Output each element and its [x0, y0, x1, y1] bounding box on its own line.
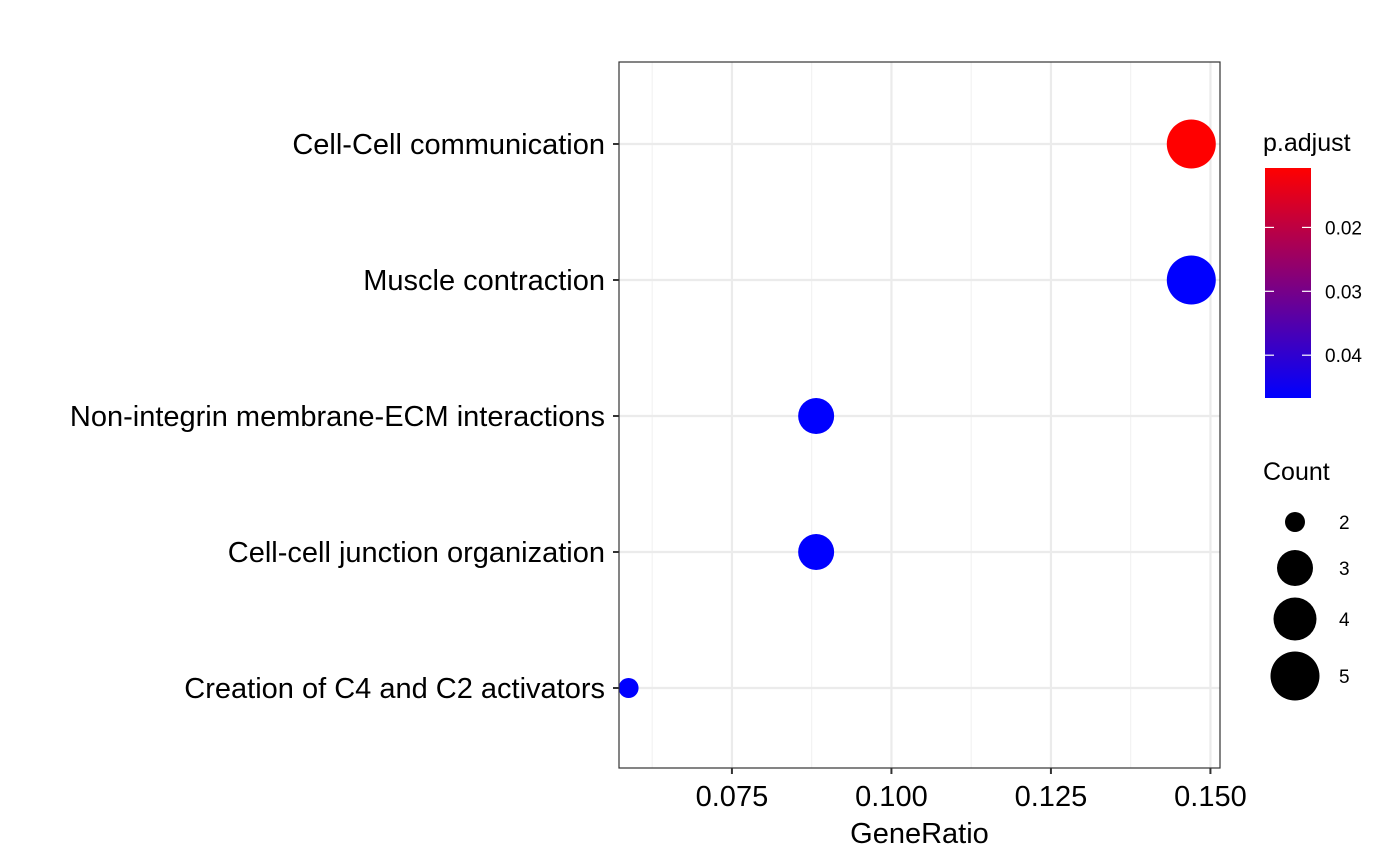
- data-point: [1166, 255, 1216, 305]
- color-bar-ticks: 0.02 0.03 0.04: [1265, 218, 1362, 367]
- data-points: [618, 119, 1216, 698]
- y-axis: Cell-Cell communication Muscle contractio…: [70, 129, 619, 705]
- data-point: [1166, 119, 1216, 169]
- x-axis: 0.075 0.100 0.125 0.150: [696, 768, 1247, 813]
- x-tick-label: 0.125: [1015, 781, 1088, 813]
- major-gridlines: [619, 62, 1220, 768]
- size-legend-label: 2: [1339, 513, 1350, 534]
- color-bar-tick-label: 0.02: [1325, 218, 1362, 239]
- size-legend: Count 2 3 4 5: [1263, 458, 1350, 701]
- size-legend-key: [1270, 651, 1320, 701]
- color-bar-tick-label: 0.03: [1325, 282, 1362, 303]
- size-legend-label: 5: [1339, 667, 1350, 688]
- data-point: [798, 398, 835, 434]
- size-legend-key: [1273, 597, 1317, 641]
- color-bar-tick-label: 0.04: [1325, 346, 1362, 367]
- data-point: [798, 534, 835, 570]
- x-axis-title: GeneRatio: [850, 818, 989, 850]
- x-tick-label: 0.150: [1174, 781, 1247, 813]
- y-tick-label: Muscle contraction: [363, 265, 605, 297]
- size-legend-keys: 2 3 4 5: [1270, 512, 1350, 701]
- data-point: [618, 678, 639, 698]
- size-legend-key: [1277, 550, 1313, 586]
- color-legend: p.adjust 0.02 0.03 0.04: [1263, 129, 1362, 398]
- y-tick-label: Non-integrin membrane-ECM interactions: [70, 401, 605, 433]
- color-legend-title: p.adjust: [1263, 129, 1351, 157]
- size-legend-label: 3: [1339, 559, 1350, 580]
- y-tick-label: Cell-Cell communication: [292, 129, 605, 161]
- x-tick-label: 0.075: [696, 781, 769, 813]
- size-legend-title: Count: [1263, 458, 1330, 486]
- y-tick-label: Creation of C4 and C2 activators: [184, 673, 605, 705]
- color-bar: [1265, 168, 1311, 398]
- x-tick-label: 0.100: [855, 781, 928, 813]
- size-legend-label: 4: [1339, 610, 1350, 631]
- size-legend-key: [1285, 512, 1305, 532]
- y-tick-label: Cell-cell junction organization: [228, 537, 605, 569]
